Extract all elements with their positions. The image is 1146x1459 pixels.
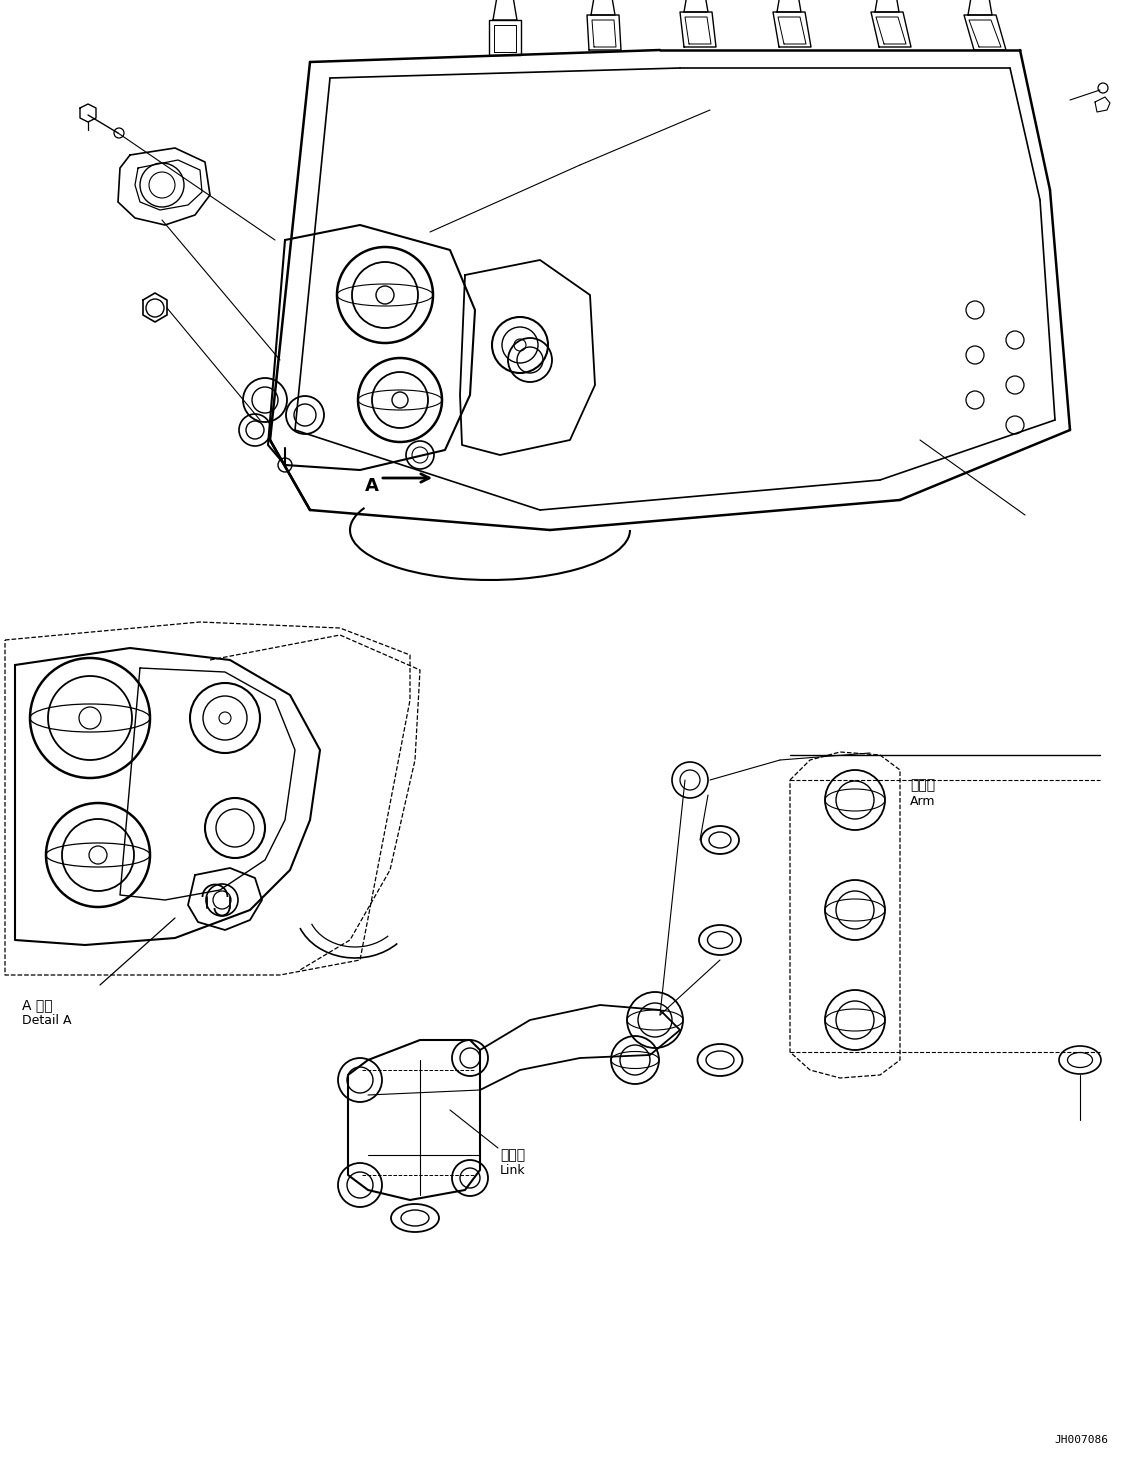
Text: アーム: アーム (910, 778, 935, 792)
Text: JH007086: JH007086 (1054, 1436, 1108, 1444)
Text: Link: Link (500, 1164, 526, 1177)
Text: Arm: Arm (910, 795, 935, 808)
Text: A 詳細: A 詳細 (22, 998, 53, 1013)
Text: リンク: リンク (500, 1148, 525, 1161)
Text: A: A (366, 477, 379, 495)
Text: Detail A: Detail A (22, 1014, 71, 1027)
